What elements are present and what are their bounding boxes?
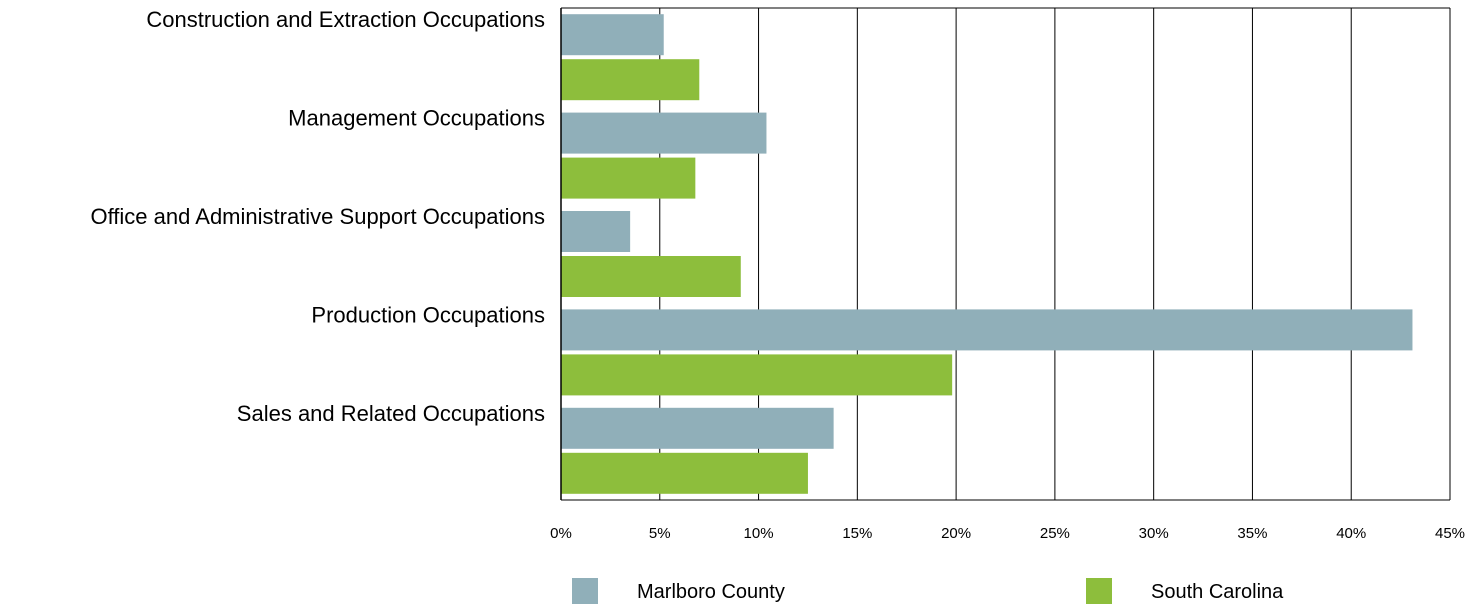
x-tick-label: 5%: [649, 525, 671, 542]
x-tick-label: 35%: [1237, 525, 1267, 542]
x-tick-label: 40%: [1336, 525, 1366, 542]
x-tick-label: 15%: [842, 525, 872, 542]
bars: [561, 14, 1413, 494]
bar-south-carolina: [561, 452, 808, 494]
x-tick-label: 30%: [1139, 525, 1169, 542]
x-tick-labels: 0% 5% 10% 15% 20% 25% 30% 35% 40% 45%: [550, 525, 1465, 542]
legend-swatch: [572, 578, 598, 604]
x-tick-label: 0%: [550, 525, 572, 542]
bar-marlboro-county: [561, 112, 767, 154]
bar-south-carolina: [561, 354, 953, 396]
legend-label: South Carolina: [1151, 581, 1284, 603]
bar-south-carolina: [561, 59, 700, 101]
category-label: Production Occupations: [311, 302, 545, 327]
category-label: Sales and Related Occupations: [237, 401, 545, 426]
x-tick-label: 25%: [1040, 525, 1070, 542]
x-tick-label: 10%: [744, 525, 774, 542]
bar-marlboro-county: [561, 211, 631, 252]
category-labels: Construction and Extraction Occupations M…: [90, 7, 545, 426]
bar-south-carolina: [561, 256, 741, 297]
legend-label: Marlboro County: [637, 581, 785, 603]
bar-south-carolina: [561, 157, 696, 199]
category-label: Construction and Extraction Occupations: [146, 7, 545, 32]
bar-marlboro-county: [561, 309, 1413, 351]
legend: Marlboro County South Carolina: [572, 578, 1284, 604]
category-label: Management Occupations: [288, 106, 545, 131]
gridlines: [560, 7, 1451, 501]
legend-swatch: [1086, 578, 1112, 604]
category-label: Office and Administrative Support Occupa…: [90, 204, 545, 229]
x-tick-label: 45%: [1435, 525, 1465, 542]
x-tick-label: 20%: [941, 525, 971, 542]
bar-marlboro-county: [561, 407, 834, 449]
bar-marlboro-county: [561, 14, 664, 56]
